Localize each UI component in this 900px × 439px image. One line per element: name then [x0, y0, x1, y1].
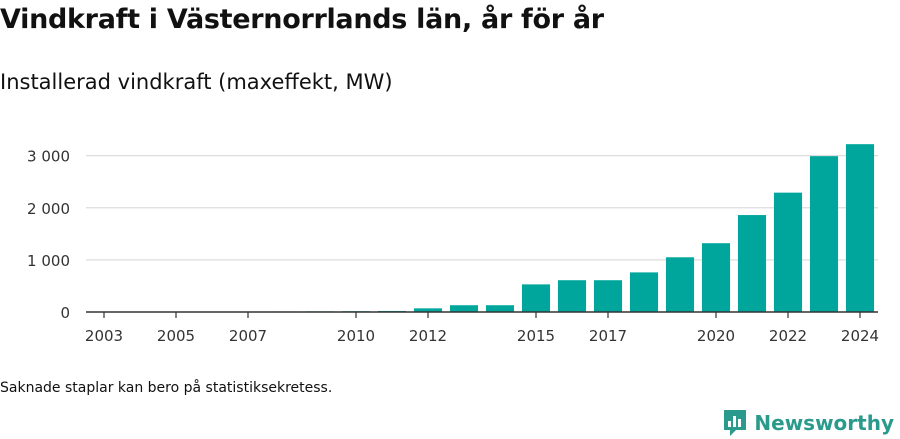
x-tick-label: 2003 [85, 327, 123, 345]
x-tick-label: 2022 [769, 327, 807, 345]
x-tick-label: 2010 [337, 327, 375, 345]
brand-name: Newsworthy [754, 411, 894, 435]
bars [89, 144, 875, 312]
y-tick-label: 1 000 [27, 252, 70, 270]
bar-2017 [593, 280, 623, 312]
y-tick-label: 3 000 [27, 148, 70, 166]
bar-2023 [809, 156, 839, 312]
bar-2014 [485, 305, 515, 312]
bar-chart: 0 1 000 2 000 3 000 2003 2005 2007 2010 2012 2015… [27, 144, 879, 345]
bar-2019 [665, 257, 695, 312]
bar-2015 [521, 284, 551, 312]
x-tick-label: 2007 [229, 327, 267, 345]
x-tick-label: 2012 [409, 327, 447, 345]
brand-logo[interactable]: Newsworthy [722, 408, 894, 438]
x-tick-label: 2015 [517, 327, 555, 345]
chart-title: Vindkraft i Västernorrlands län, år för … [0, 4, 604, 35]
y-tick-label: 0 [60, 304, 70, 322]
tick-labels: 0 1 000 2 000 3 000 2003 2005 2007 2010 2012 2015… [27, 148, 879, 345]
bar-2012 [413, 308, 443, 312]
x-tick-label: 2005 [157, 327, 195, 345]
bar-2024 [845, 144, 875, 312]
footnote: Saknade staplar kan bero på statistiksek… [0, 380, 333, 396]
chart-subtitle: Installerad vindkraft (maxeffekt, MW) [0, 70, 393, 94]
axes [86, 311, 878, 318]
x-tick-label: 2020 [697, 327, 735, 345]
x-tick-label: 2024 [841, 327, 879, 345]
y-tick-label: 2 000 [27, 200, 70, 218]
newsworthy-chart-bubble-icon [724, 410, 747, 436]
bar-2013 [449, 305, 479, 312]
bar-2021 [737, 215, 767, 312]
bar-2016 [557, 280, 587, 312]
bar-2020 [701, 243, 731, 312]
bar-2018 [629, 272, 659, 312]
x-tick-label: 2017 [589, 327, 627, 345]
bar-2022 [773, 192, 803, 312]
